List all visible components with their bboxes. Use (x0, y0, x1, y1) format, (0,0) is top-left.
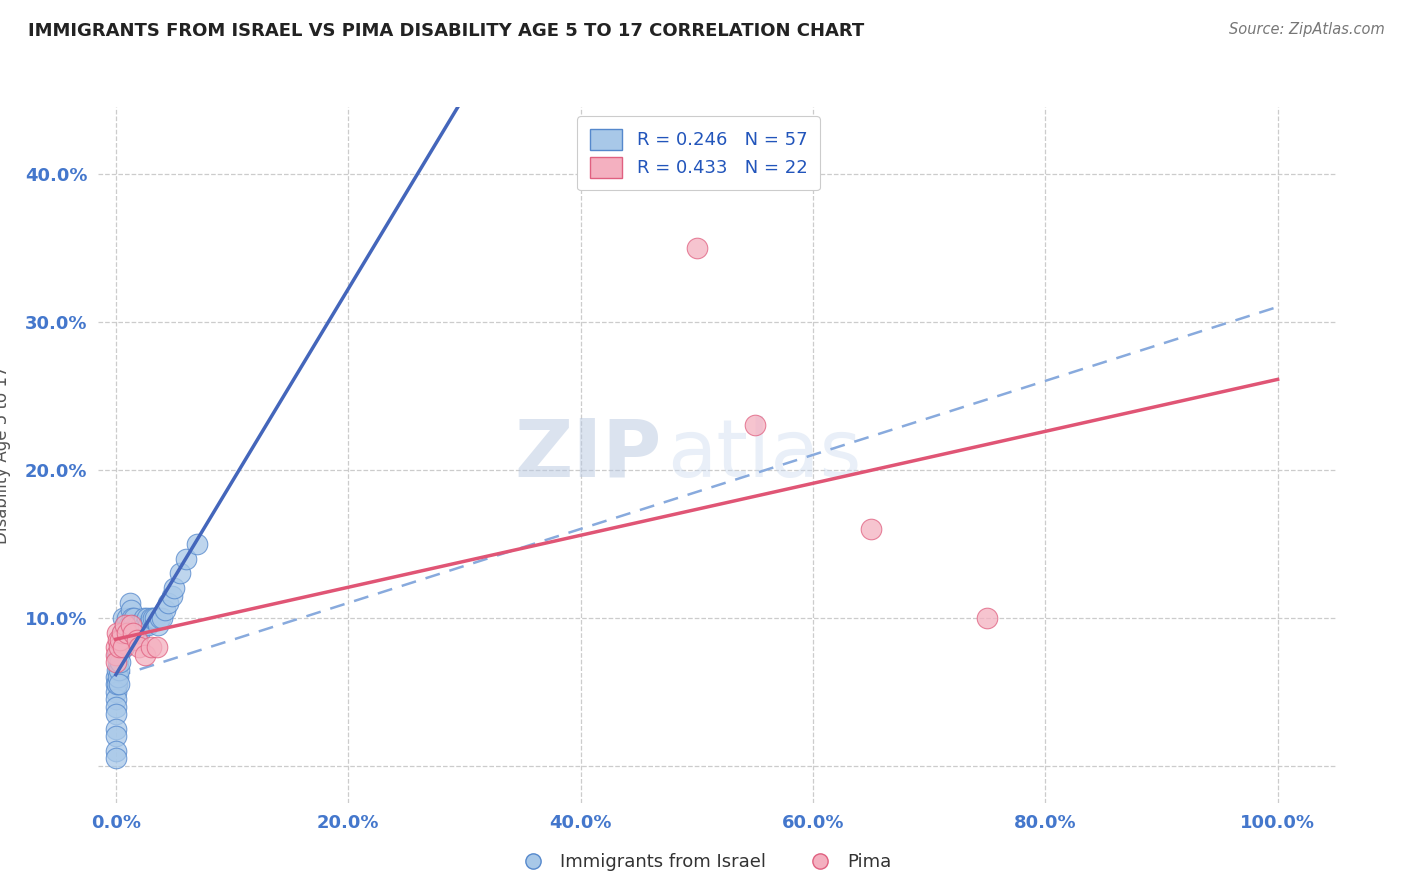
Point (107, 655, 129, 669)
Point (104, 640, 127, 655)
Point (163, 581, 186, 595)
Point (174, 551, 197, 566)
Point (131, 618, 153, 632)
Point (139, 640, 162, 655)
Point (118, 596, 141, 610)
Text: IMMIGRANTS FROM ISRAEL VS PIMA DISABILITY AGE 5 TO 17 CORRELATION CHART: IMMIGRANTS FROM ISRAEL VS PIMA DISABILIT… (28, 22, 865, 40)
Point (104, 677, 127, 691)
Point (104, 655, 127, 669)
Point (104, 751, 127, 765)
Point (105, 648, 128, 662)
Point (111, 611, 134, 625)
Point (111, 640, 134, 655)
Point (125, 632, 148, 647)
Point (111, 625, 134, 640)
Point (121, 611, 143, 625)
Point (686, 241, 709, 255)
Point (120, 603, 142, 617)
Point (169, 566, 191, 581)
Point (146, 618, 169, 632)
Point (127, 618, 149, 632)
Y-axis label: Disability Age 5 to 17: Disability Age 5 to 17 (0, 366, 11, 544)
Point (139, 611, 162, 625)
Text: atlas: atlas (668, 416, 862, 494)
Point (104, 706, 127, 721)
Point (136, 611, 159, 625)
Point (122, 618, 145, 632)
Point (128, 640, 150, 655)
Point (138, 618, 160, 632)
Point (110, 632, 132, 647)
Point (157, 596, 180, 610)
Point (134, 618, 156, 632)
Point (112, 640, 135, 655)
Point (112, 625, 135, 640)
Text: Source: ZipAtlas.com: Source: ZipAtlas.com (1229, 22, 1385, 37)
Point (117, 625, 139, 640)
Point (111, 640, 134, 655)
Point (134, 648, 156, 662)
Point (104, 648, 127, 662)
Point (105, 677, 128, 691)
Point (153, 603, 176, 617)
Point (142, 611, 165, 625)
Point (128, 625, 150, 640)
Point (150, 611, 173, 625)
Point (108, 648, 131, 662)
Point (120, 618, 142, 632)
Point (114, 618, 136, 632)
Point (107, 670, 129, 684)
Point (107, 632, 129, 647)
Point (186, 537, 208, 551)
Legend: Immigrants from Israel, Pima: Immigrants from Israel, Pima (508, 847, 898, 879)
Point (117, 611, 139, 625)
Point (744, 418, 766, 433)
Point (104, 685, 127, 699)
Point (117, 625, 139, 640)
Point (104, 699, 127, 714)
Point (104, 670, 127, 684)
Point (105, 625, 128, 640)
Point (117, 618, 139, 632)
Point (104, 722, 127, 736)
Point (124, 618, 146, 632)
Point (104, 729, 127, 743)
Point (124, 611, 146, 625)
Point (149, 611, 172, 625)
Point (145, 640, 167, 655)
Point (114, 618, 136, 632)
Point (111, 625, 134, 640)
Point (115, 632, 138, 647)
Point (143, 611, 166, 625)
Point (122, 625, 145, 640)
Point (108, 640, 131, 655)
Point (105, 663, 128, 677)
Point (125, 625, 148, 640)
Legend: R = 0.246   N = 57, R = 0.433   N = 22: R = 0.246 N = 57, R = 0.433 N = 22 (576, 116, 820, 190)
Point (104, 744, 127, 758)
Point (160, 589, 183, 603)
Point (859, 522, 882, 536)
Point (132, 611, 155, 625)
Text: ZIP: ZIP (515, 416, 661, 494)
Point (108, 677, 131, 691)
Point (108, 663, 131, 677)
Point (976, 611, 998, 625)
Point (110, 655, 132, 669)
Point (110, 640, 132, 655)
Point (104, 692, 127, 706)
